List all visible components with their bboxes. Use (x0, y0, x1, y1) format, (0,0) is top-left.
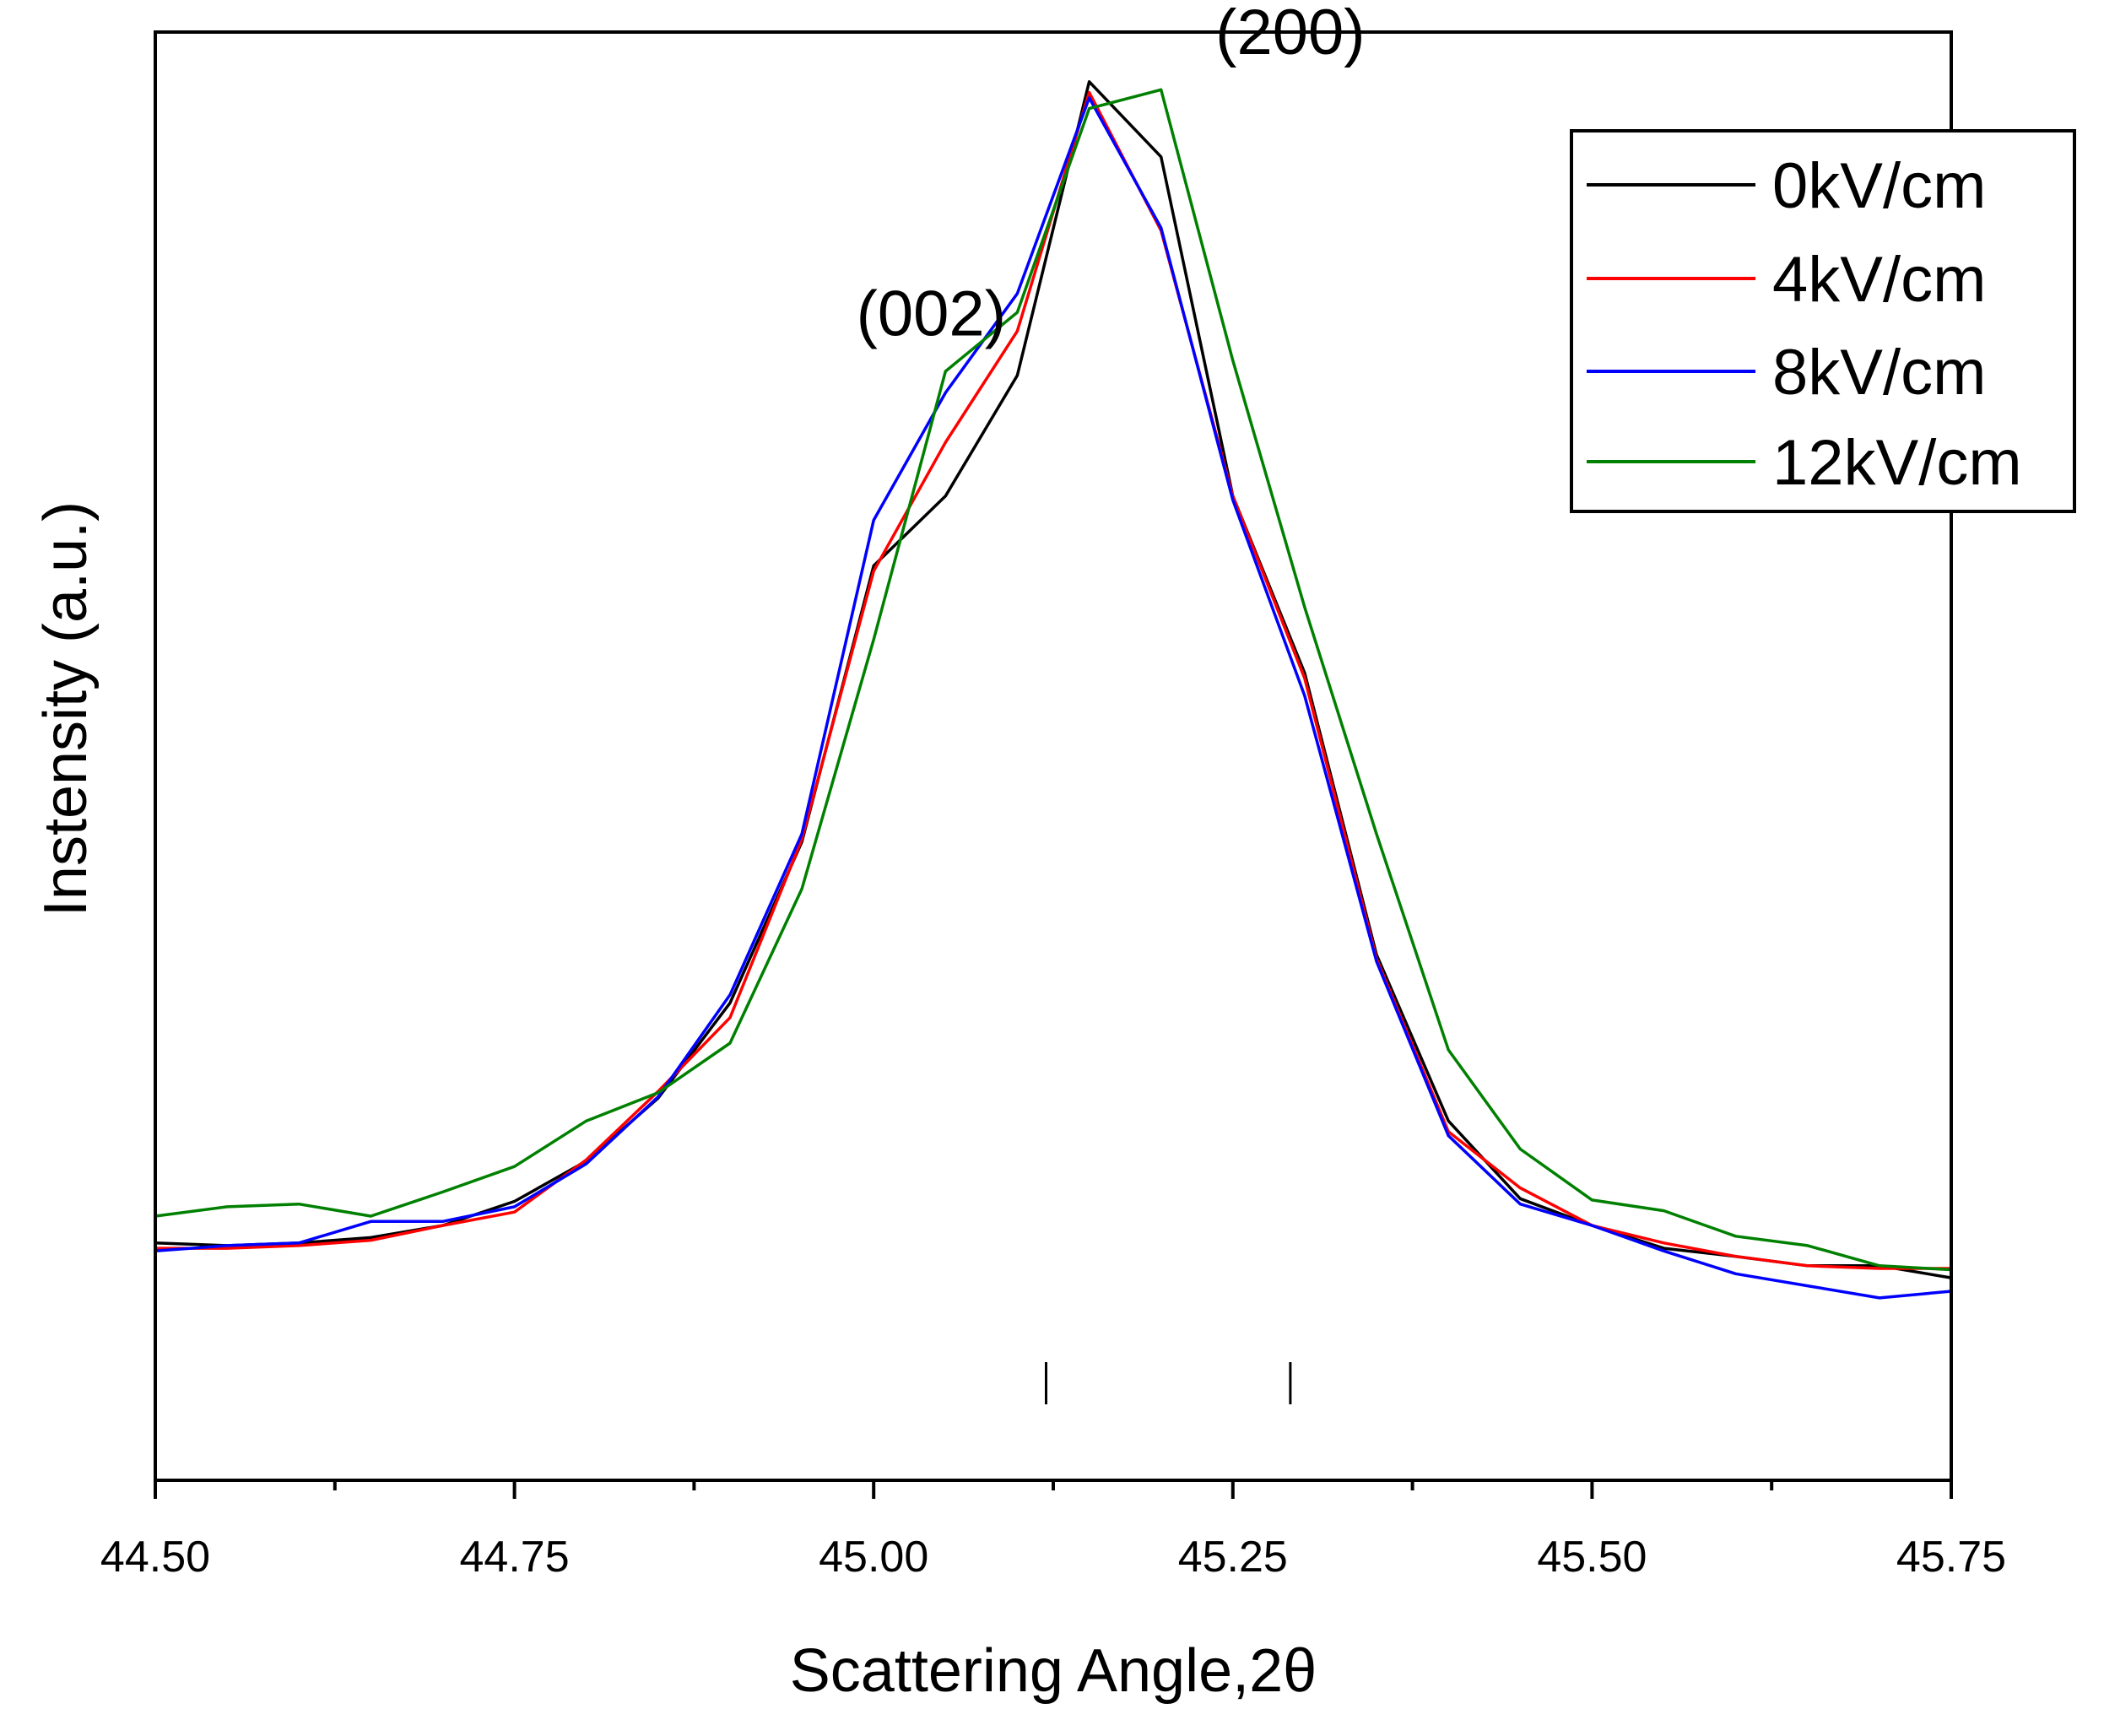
x-tick-label: 45.75 (1896, 1533, 2006, 1582)
legend-box (1570, 129, 2076, 513)
series-line-0kv-cm (154, 80, 1952, 1279)
x-tick-label: 44.50 (100, 1533, 210, 1582)
x-tick-label: 45.00 (819, 1533, 928, 1582)
x-axis-ticks (154, 1480, 1953, 1499)
x-tick-label: 45.25 (1178, 1533, 1288, 1582)
peak-label-0: (002) (857, 279, 1006, 350)
legend: 0kV/cm 4kV/cm 8kV/cm 12kV/cm (1570, 129, 2076, 513)
x-tick-label: 44.75 (460, 1533, 570, 1582)
x-tick-label: 45.50 (1537, 1533, 1647, 1582)
x-axis-title: Scattering Angle,2θ (790, 1637, 1317, 1705)
series-line-12kv-cm (154, 88, 1952, 1272)
series-layer (154, 80, 1952, 1300)
legend-label-1: 4kV/cm (1772, 244, 1986, 316)
reference-marks (1044, 1362, 1292, 1404)
x-axis-tick-labels: 44.50 44.75 45.00 45.25 45.50 45.75 (100, 1533, 2006, 1582)
legend-label-0: 0kV/cm (1772, 150, 1986, 222)
peak-label-1: (200) (1215, 0, 1365, 68)
legend-label-2: 8kV/cm (1772, 337, 1986, 408)
peak-annotations: (002) (200) (857, 0, 1366, 350)
series-line-8kv-cm (154, 96, 1952, 1300)
legend-label-3: 12kV/cm (1772, 427, 2022, 499)
legend-entries: 0kV/cm 4kV/cm 8kV/cm 12kV/cm (1587, 150, 2022, 499)
y-axis-title: Instensity (a.u.) (32, 501, 100, 917)
